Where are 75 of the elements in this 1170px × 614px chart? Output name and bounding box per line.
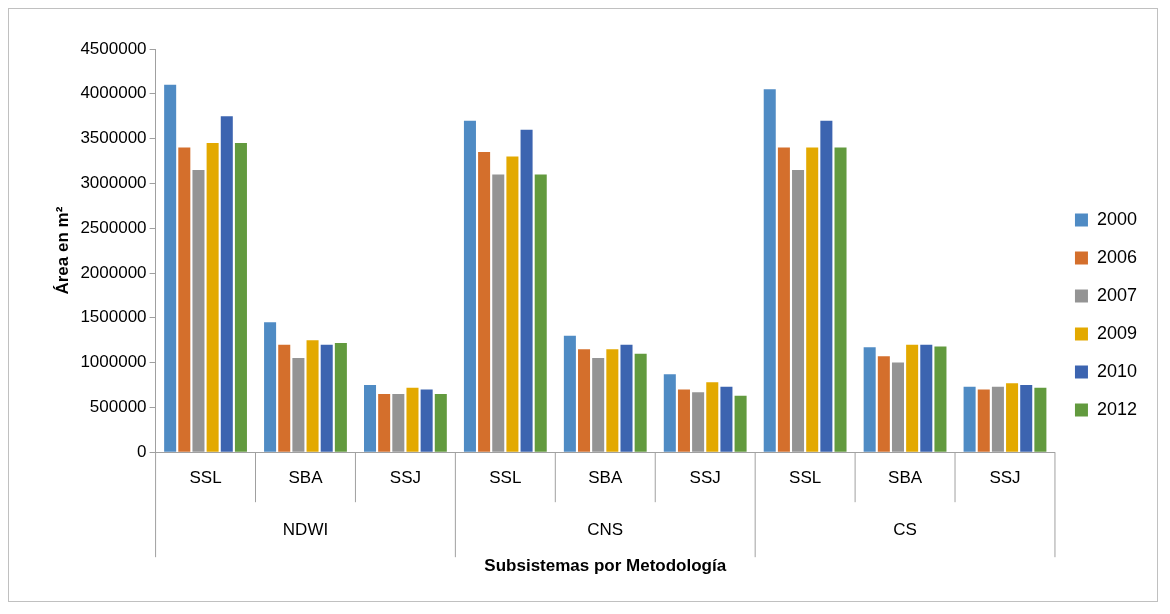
bar — [863, 347, 876, 452]
x-tick-label: SSJ — [989, 468, 1021, 488]
x-tick-label: SSJ — [389, 468, 421, 488]
bar — [334, 342, 347, 452]
bar — [563, 335, 576, 452]
y-tick-label: 1500000 — [80, 307, 147, 327]
bar — [920, 344, 933, 452]
bar — [434, 393, 447, 452]
bar — [463, 120, 476, 452]
y-tick-label: 3000000 — [80, 173, 147, 193]
text: NDWI — [282, 519, 329, 539]
bar — [578, 349, 591, 452]
bar — [734, 395, 747, 452]
y-axis-title: Área en m² — [52, 206, 72, 295]
text: CNS — [587, 519, 624, 539]
x-tick-label: SBA — [888, 468, 923, 488]
bar — [934, 346, 947, 452]
bar — [506, 156, 519, 452]
x-tick-label: SBA — [588, 468, 623, 488]
bar — [420, 389, 433, 452]
legend-label: 2010 — [1096, 360, 1137, 381]
bar — [206, 143, 219, 452]
bar — [1020, 385, 1033, 452]
bar — [378, 393, 391, 452]
legend-label: 2000 — [1096, 208, 1137, 229]
y-tick-label: 3500000 — [80, 128, 147, 148]
x-tick-label: SSL — [189, 468, 222, 488]
x-tick-label: SSL — [489, 468, 522, 488]
bar — [1006, 383, 1019, 452]
y-tick-label: 500000 — [89, 397, 147, 417]
x-tick-label: SBA — [288, 468, 324, 488]
text: CS — [893, 519, 917, 539]
bar — [178, 147, 191, 452]
y-tick-label: 2500000 — [80, 217, 147, 237]
legend-label: 2009 — [1096, 322, 1137, 343]
bar — [606, 349, 619, 452]
y-tick-label: 2000000 — [80, 262, 147, 282]
legend-label: 2006 — [1096, 246, 1137, 267]
bar — [620, 344, 633, 452]
bar — [264, 322, 277, 452]
bar — [820, 120, 833, 452]
bar — [663, 374, 676, 452]
bar — [220, 116, 233, 452]
bar — [320, 344, 333, 452]
bar — [963, 386, 976, 452]
y-tick-label: 0 — [137, 441, 147, 461]
bar — [164, 84, 177, 452]
bar — [906, 344, 919, 452]
bar — [720, 386, 733, 452]
bar — [763, 89, 776, 452]
y-tick-label: 4500000 — [80, 38, 147, 58]
bar — [1034, 387, 1047, 452]
legend-label: 2007 — [1096, 284, 1137, 305]
x-tick-label: SSJ — [689, 468, 721, 488]
bar — [834, 147, 847, 452]
x-tick-label: SSL — [789, 468, 822, 488]
legend-label: 2012 — [1096, 398, 1137, 419]
bar — [306, 340, 319, 452]
y-tick-label: 4000000 — [80, 83, 147, 103]
bar — [706, 382, 719, 452]
bar — [234, 143, 247, 452]
bar — [677, 389, 690, 452]
bar — [977, 389, 990, 452]
bar — [406, 387, 419, 452]
bar — [634, 353, 647, 452]
bar — [478, 152, 491, 452]
bar — [278, 344, 291, 452]
bar — [520, 129, 533, 452]
y-tick-label: 1000000 — [80, 352, 147, 372]
bar — [806, 147, 819, 452]
bar — [877, 356, 890, 452]
bar — [364, 385, 377, 452]
bar — [534, 174, 547, 452]
bar — [777, 147, 790, 452]
x-axis-title: Subsistemas por Metodología — [484, 556, 727, 576]
